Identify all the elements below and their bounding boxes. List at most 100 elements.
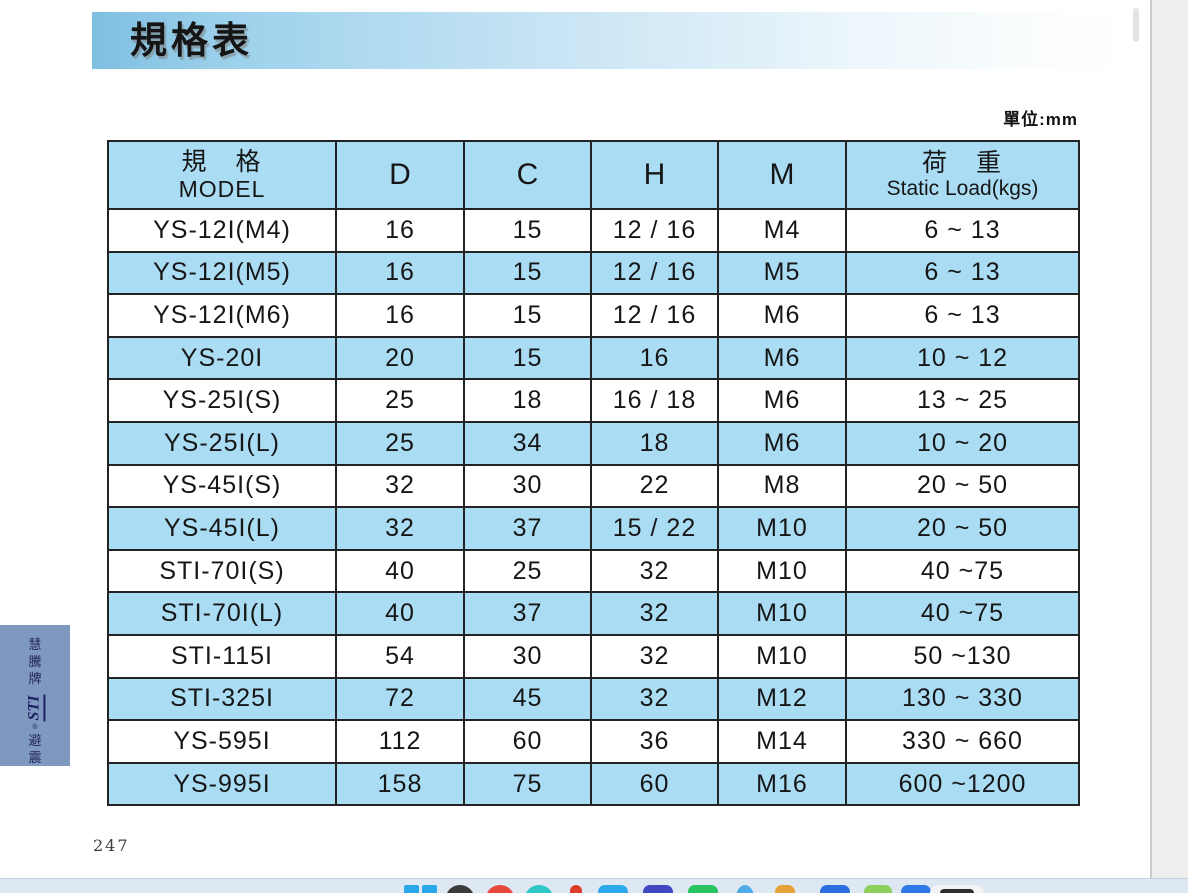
windows-logo-square xyxy=(404,885,419,893)
registered-mark-icon: ® xyxy=(32,724,38,731)
cell-load: 40 ~75 xyxy=(845,548,1080,594)
cell-load: 330 ~ 660 xyxy=(845,719,1080,764)
light-green-app-icon[interactable] xyxy=(864,885,892,893)
small-azure-app-icon[interactable] xyxy=(736,885,754,893)
amber-app-icon[interactable] xyxy=(775,885,795,893)
cell-m: M6 xyxy=(717,293,847,338)
blue-app-icon[interactable] xyxy=(820,885,850,893)
table-row: YS-12I(M4) 16 15 12 / 16 M4 6 ~ 13 xyxy=(107,208,1080,253)
cell-d: 40 xyxy=(335,591,465,636)
cell-h: 12 / 16 xyxy=(590,208,719,253)
col-header-m: M xyxy=(717,140,847,210)
page-number: 247 xyxy=(93,836,130,855)
teal-circle-app-icon[interactable] xyxy=(525,885,553,893)
cell-h: 16 xyxy=(590,335,719,381)
cell-d: 112 xyxy=(335,719,465,764)
cell-h: 18 xyxy=(590,420,719,466)
cell-model: YS-12I(M5) xyxy=(107,250,337,296)
cell-model: STI-70I(S) xyxy=(107,548,337,594)
cell-model: YS-20I xyxy=(107,335,337,381)
cell-model: YS-12I(M4) xyxy=(107,208,337,253)
cell-model: YS-995I xyxy=(107,761,337,807)
cell-d: 32 xyxy=(335,506,465,551)
green-app-icon[interactable] xyxy=(688,885,718,893)
table-row: YS-25I(L) 25 34 18 M6 10 ~ 20 xyxy=(107,420,1080,466)
cell-d: 25 xyxy=(335,420,465,466)
taskbar xyxy=(0,878,1188,893)
cell-c: 34 xyxy=(463,420,592,466)
cell-h: 32 xyxy=(590,676,719,722)
table-row: YS-12I(M5) 16 15 12 / 16 M5 6 ~ 13 xyxy=(107,250,1080,296)
cell-load: 50 ~130 xyxy=(845,633,1080,679)
cell-model: YS-25I(L) xyxy=(107,420,337,466)
table-row: YS-25I(S) 25 18 16 / 18 M6 13 ~ 25 xyxy=(107,378,1080,423)
side-tab-char: 避 xyxy=(28,733,42,748)
cell-m: M6 xyxy=(717,335,847,381)
cell-m: M4 xyxy=(717,208,847,253)
unit-label: 單位:mm xyxy=(1003,110,1078,129)
black-circle-app-icon[interactable] xyxy=(446,885,474,893)
cell-d: 16 xyxy=(335,293,465,338)
cell-c: 37 xyxy=(463,591,592,636)
cell-d: 158 xyxy=(335,761,465,807)
windows-logo-square xyxy=(422,885,437,893)
cell-d: 32 xyxy=(335,463,465,509)
cell-c: 75 xyxy=(463,761,592,807)
col-header-c: C xyxy=(463,140,592,210)
red-stripe-app-icon[interactable] xyxy=(570,885,582,893)
cell-m: M10 xyxy=(717,591,847,636)
cell-load: 600 ~1200 xyxy=(845,761,1080,807)
cell-d: 16 xyxy=(335,250,465,296)
cell-load: 6 ~ 13 xyxy=(845,208,1080,253)
cell-load: 10 ~ 12 xyxy=(845,335,1080,381)
sti-logo-text: STI xyxy=(25,694,45,722)
table-row: YS-595I 112 60 36 M14 330 ~ 660 xyxy=(107,719,1080,764)
cell-load: 6 ~ 13 xyxy=(845,293,1080,338)
cell-h: 60 xyxy=(590,761,719,807)
cell-load: 6 ~ 13 xyxy=(845,250,1080,296)
page-title: 規格表 xyxy=(130,20,253,61)
indigo-app-icon[interactable] xyxy=(643,885,673,893)
col-header-h: H xyxy=(590,140,719,210)
cell-h: 36 xyxy=(590,719,719,764)
cell-c: 60 xyxy=(463,719,592,764)
cell-c: 30 xyxy=(463,633,592,679)
table-row: YS-20I 20 15 16 M6 10 ~ 12 xyxy=(107,335,1080,381)
cell-load: 20 ~ 50 xyxy=(845,506,1080,551)
cell-m: M10 xyxy=(717,548,847,594)
table-row: STI-115I 54 30 32 M10 50 ~130 xyxy=(107,633,1080,679)
sti-logo: STI xyxy=(24,694,46,722)
cell-h: 12 / 16 xyxy=(590,250,719,296)
cell-c: 45 xyxy=(463,676,592,722)
cell-m: M10 xyxy=(717,633,847,679)
cell-m: M10 xyxy=(717,506,847,551)
cell-h: 32 xyxy=(590,591,719,636)
table-row: STI-70I(L) 40 37 32 M10 40 ~75 xyxy=(107,591,1080,636)
cell-model: YS-595I xyxy=(107,719,337,764)
table-row: YS-12I(M6) 16 15 12 / 16 M6 6 ~ 13 xyxy=(107,293,1080,338)
col-header-load: 荷 重 Static Load(kgs) xyxy=(845,140,1080,210)
cell-h: 12 / 16 xyxy=(590,293,719,338)
cell-load: 40 ~75 xyxy=(845,591,1080,636)
col-header-model: 規 格 MODEL xyxy=(107,140,337,210)
side-tab-char: 牌 xyxy=(28,671,42,686)
cell-m: M5 xyxy=(717,250,847,296)
royal-blue-app-icon[interactable] xyxy=(901,885,931,893)
cell-h: 15 / 22 xyxy=(590,506,719,551)
cell-model: YS-25I(S) xyxy=(107,378,337,423)
cell-model: STI-70I(L) xyxy=(107,591,337,636)
red-circle-app-icon[interactable] xyxy=(486,885,514,893)
side-tab-char: 震 xyxy=(28,750,42,765)
cell-model: YS-45I(L) xyxy=(107,506,337,551)
cell-c: 15 xyxy=(463,293,592,338)
cell-m: M8 xyxy=(717,463,847,509)
windows-start-icon[interactable] xyxy=(404,885,438,893)
cell-h: 22 xyxy=(590,463,719,509)
active-app-chip[interactable] xyxy=(930,885,984,893)
side-tab-char: 慧 xyxy=(28,637,42,652)
azure-app-icon[interactable] xyxy=(598,885,628,893)
cell-m: M6 xyxy=(717,378,847,423)
cell-load: 20 ~ 50 xyxy=(845,463,1080,509)
scrollbar-thumb[interactable] xyxy=(1133,8,1139,42)
cell-m: M12 xyxy=(717,676,847,722)
